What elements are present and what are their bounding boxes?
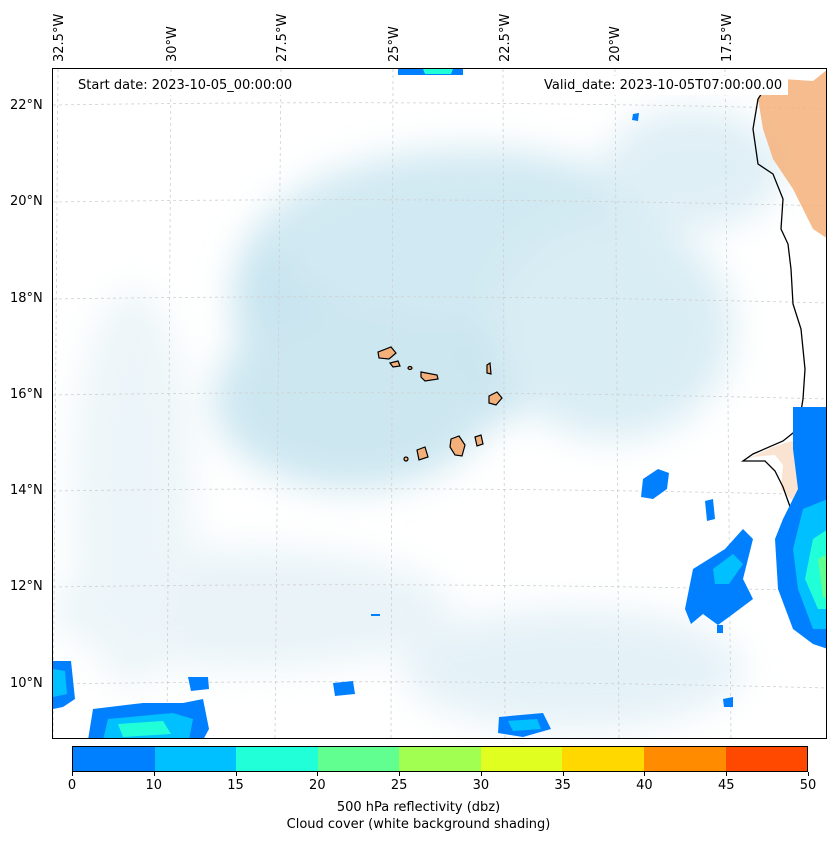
colorbar-segment — [399, 747, 481, 771]
colorbar-tick-label: 15 — [227, 778, 244, 793]
longitude-label: 32.5°W — [52, 13, 67, 62]
colorbar-tick-mark — [317, 772, 319, 776]
colorbar-tick-mark — [153, 772, 155, 776]
colorbar-tick-label: 20 — [309, 778, 326, 793]
colorbar-tick-mark — [726, 772, 728, 776]
colorbar-tick-mark — [480, 772, 482, 776]
colorbar — [72, 746, 808, 772]
colorbar-tick-mark — [235, 772, 237, 776]
colorbar-tick-mark — [72, 772, 73, 776]
colorbar-tick-label: 50 — [799, 778, 817, 793]
colorbar-label-reflectivity: 500 hPa reflectivity (dbz) — [336, 800, 501, 815]
longitude-label: 22.5°W — [498, 13, 513, 62]
latitude-label: 18°N — [10, 291, 43, 306]
map-panel — [52, 68, 827, 739]
longitude-label: 27.5°W — [275, 13, 290, 62]
colorbar-segment — [562, 747, 644, 771]
longitude-label: 25°W — [387, 26, 402, 62]
longitude-label: 20°W — [608, 26, 623, 62]
colorbar-tick-label: 40 — [636, 778, 653, 793]
latitude-label: 14°N — [10, 483, 43, 498]
colorbar-tick-label: 10 — [145, 778, 163, 793]
reflectivity-contours — [53, 69, 826, 738]
cape-verde-islands — [377, 346, 503, 462]
colorbar-tick-label: 35 — [554, 778, 571, 793]
colorbar-segment — [154, 747, 237, 771]
gridlines — [53, 69, 826, 738]
map-canvas — [53, 69, 826, 738]
longitude-label: 17.5°W — [720, 13, 735, 62]
colorbar-tick-label: 25 — [390, 778, 408, 793]
latitude-label: 10°N — [10, 676, 43, 691]
colorbar-tick-mark — [808, 772, 809, 776]
latitude-label: 16°N — [10, 387, 43, 402]
longitude-label: 30°W — [165, 26, 180, 62]
colorbar-segment — [725, 747, 808, 771]
valid-date-label: Valid_date: 2023-10-05T07:00:00.00 — [538, 76, 789, 95]
colorbar-tick-label: 45 — [717, 778, 735, 793]
colorbar-label-cloud-cover: Cloud cover (white background shading) — [286, 817, 551, 832]
colorbar-tick-mark — [399, 772, 401, 776]
colorbar-segment — [480, 747, 563, 771]
colorbar-tick-label: 30 — [472, 778, 490, 793]
colorbar-tick-label: 0 — [67, 778, 77, 793]
colorbar-segment — [643, 747, 726, 771]
cloud-cover-shading — [53, 109, 783, 729]
start-date-label: Start date: 2023-10-05_00:00:00 — [72, 76, 299, 95]
latitude-label: 20°N — [10, 194, 43, 209]
colorbar-segment — [73, 747, 155, 771]
latitude-label: 12°N — [10, 579, 43, 594]
latitude-label: 22°N — [10, 98, 43, 113]
colorbar-tick-mark — [644, 772, 646, 776]
colorbar-segment — [317, 747, 400, 771]
colorbar-tick-mark — [562, 772, 564, 776]
colorbar-segment — [236, 747, 318, 771]
